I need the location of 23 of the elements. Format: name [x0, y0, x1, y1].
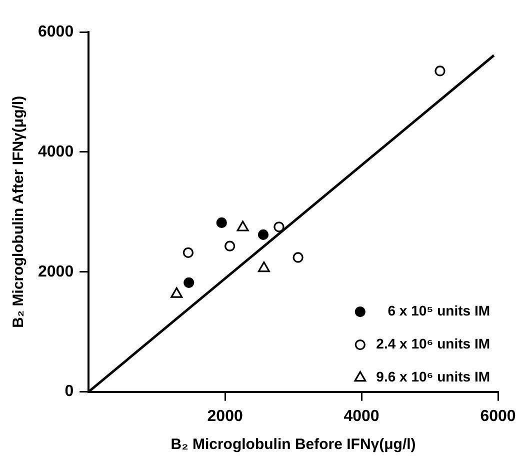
y-tick-label: 4000 [38, 143, 74, 160]
point [224, 240, 236, 252]
point [292, 252, 304, 263]
point [182, 247, 194, 258]
point [434, 66, 446, 76]
x-tick-label: 2000 [207, 408, 243, 425]
y-tick-label: 6000 [38, 23, 74, 40]
point [258, 261, 270, 272]
y-axis-title: B₂ Microglobulin After IFNγ(μg/l) [10, 96, 28, 328]
point [170, 287, 183, 298]
legend-label: 9.6 x 10⁶ units IM [376, 368, 490, 385]
point [274, 222, 284, 232]
point [216, 217, 227, 228]
point [236, 220, 249, 232]
x-axis-title: B₂ Microglobulin Before IFNγ(μg/l) [170, 436, 416, 454]
point [258, 229, 269, 240]
y-tick-label: 0 [64, 383, 74, 400]
point [184, 277, 194, 288]
y-tick-label: 2000 [38, 263, 74, 280]
x-tick-label: 6000 [480, 408, 516, 425]
legend-label: 6 x 10⁵ units IM [388, 302, 490, 319]
x-tick-label: 4000 [344, 408, 380, 425]
legend-label: 2.4 x 10⁶ units IM [376, 336, 490, 352]
